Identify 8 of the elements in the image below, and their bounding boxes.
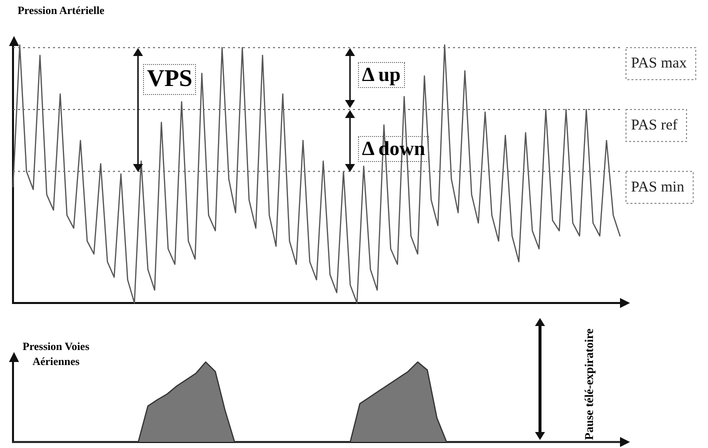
ref-line-label: PAS ref	[631, 117, 678, 134]
annotation: Δ up	[358, 62, 405, 88]
annotation: VPS	[143, 64, 196, 95]
y-axis-title: Pression Voies Aériennes	[22, 340, 90, 370]
ref-line-label: PAS min	[631, 179, 685, 196]
annotation: Pause télé-expiratoire	[582, 328, 596, 440]
ref-line-label: PAS max	[631, 56, 688, 72]
y-axis-title: Pression Artérielle	[16, 4, 106, 19]
